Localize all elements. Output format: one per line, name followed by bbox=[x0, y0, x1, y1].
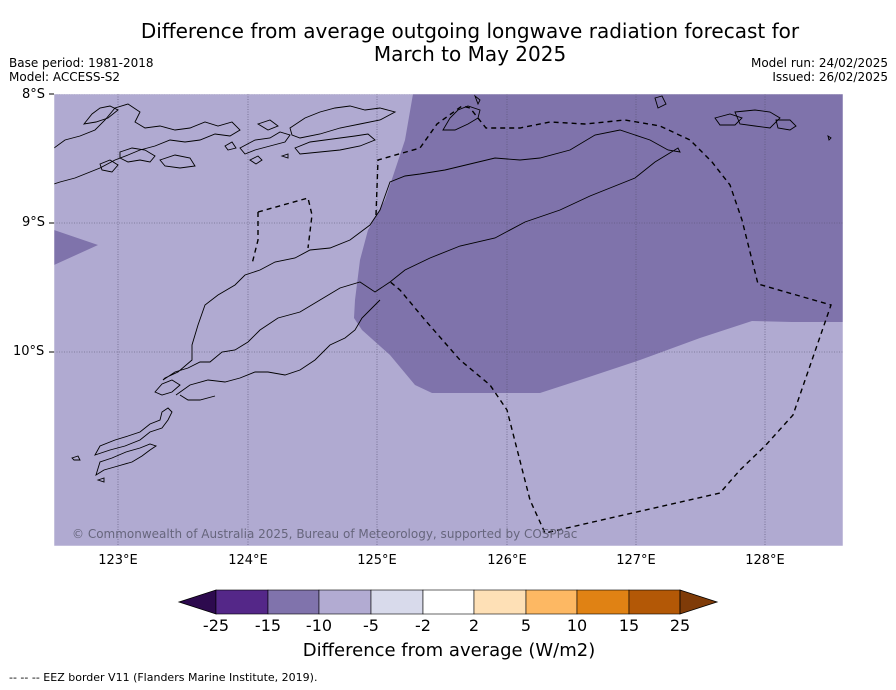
eez-border bbox=[251, 105, 832, 534]
lon-label-128e: 128°E bbox=[745, 553, 785, 568]
lat-label-8s: 8°S bbox=[22, 87, 46, 102]
page-title-line2: March to May 2025 bbox=[373, 42, 567, 66]
lat-label-10s: 10°S bbox=[13, 344, 45, 359]
colorbar-bin bbox=[525, 589, 578, 615]
map-area bbox=[54, 94, 843, 546]
issued-label: Issued: 26/02/2025 bbox=[772, 70, 888, 84]
lon-label-126e: 126°E bbox=[487, 553, 527, 568]
lon-label-124e: 124°E bbox=[228, 553, 268, 568]
colorbar bbox=[177, 589, 719, 615]
lon-label-127e: 127°E bbox=[616, 553, 656, 568]
lon-label-123e: 123°E bbox=[98, 553, 138, 568]
colorbar-extend-high bbox=[679, 589, 719, 615]
coastlines bbox=[54, 94, 832, 483]
colorbar-bin bbox=[473, 589, 527, 615]
colorbar-extend-low bbox=[177, 589, 217, 615]
lon-label-125e: 125°E bbox=[357, 553, 397, 568]
colorbar-bin bbox=[318, 589, 372, 615]
anomaly-region-west bbox=[54, 230, 98, 265]
timor-coastline bbox=[162, 129, 681, 381]
colorbar-tick: -15 bbox=[254, 616, 282, 635]
colorbar-tick: -2 bbox=[415, 616, 431, 635]
colorbar-tick: 25 bbox=[669, 616, 691, 635]
colorbar-bin bbox=[628, 589, 681, 615]
colorbar-bin bbox=[422, 589, 475, 615]
base-period-label: Base period: 1981-2018 bbox=[9, 56, 154, 70]
page-title-line1: Difference from average outgoing longwav… bbox=[140, 19, 800, 43]
colorbar-tick: 15 bbox=[618, 616, 640, 635]
colorbar-bin bbox=[267, 589, 320, 615]
anomaly-region-shading bbox=[354, 94, 843, 393]
colorbar-bin bbox=[215, 589, 269, 615]
colorbar-bin bbox=[370, 589, 424, 615]
colorbar-tick: 10 bbox=[566, 616, 588, 635]
map-frame bbox=[53, 93, 844, 547]
eez-footnote: -- -- -- EEZ border V11 (Flanders Marine… bbox=[9, 671, 318, 684]
colorbar-tick: -5 bbox=[363, 616, 379, 635]
colorbar-tick: 2 bbox=[468, 616, 480, 635]
copyright-watermark: © Commonwealth of Australia 2025, Bureau… bbox=[72, 527, 578, 541]
colorbar-title: Difference from average (W/m2) bbox=[302, 640, 596, 661]
colorbar-tick: -10 bbox=[305, 616, 333, 635]
colorbar-tick: -25 bbox=[202, 616, 230, 635]
model-run-label: Model run: 24/02/2025 bbox=[750, 56, 888, 70]
model-label: Model: ACCESS-S2 bbox=[9, 70, 121, 84]
colorbar-bin bbox=[576, 589, 630, 615]
lat-label-9s: 9°S bbox=[22, 215, 46, 230]
colorbar-tick: 5 bbox=[520, 616, 532, 635]
